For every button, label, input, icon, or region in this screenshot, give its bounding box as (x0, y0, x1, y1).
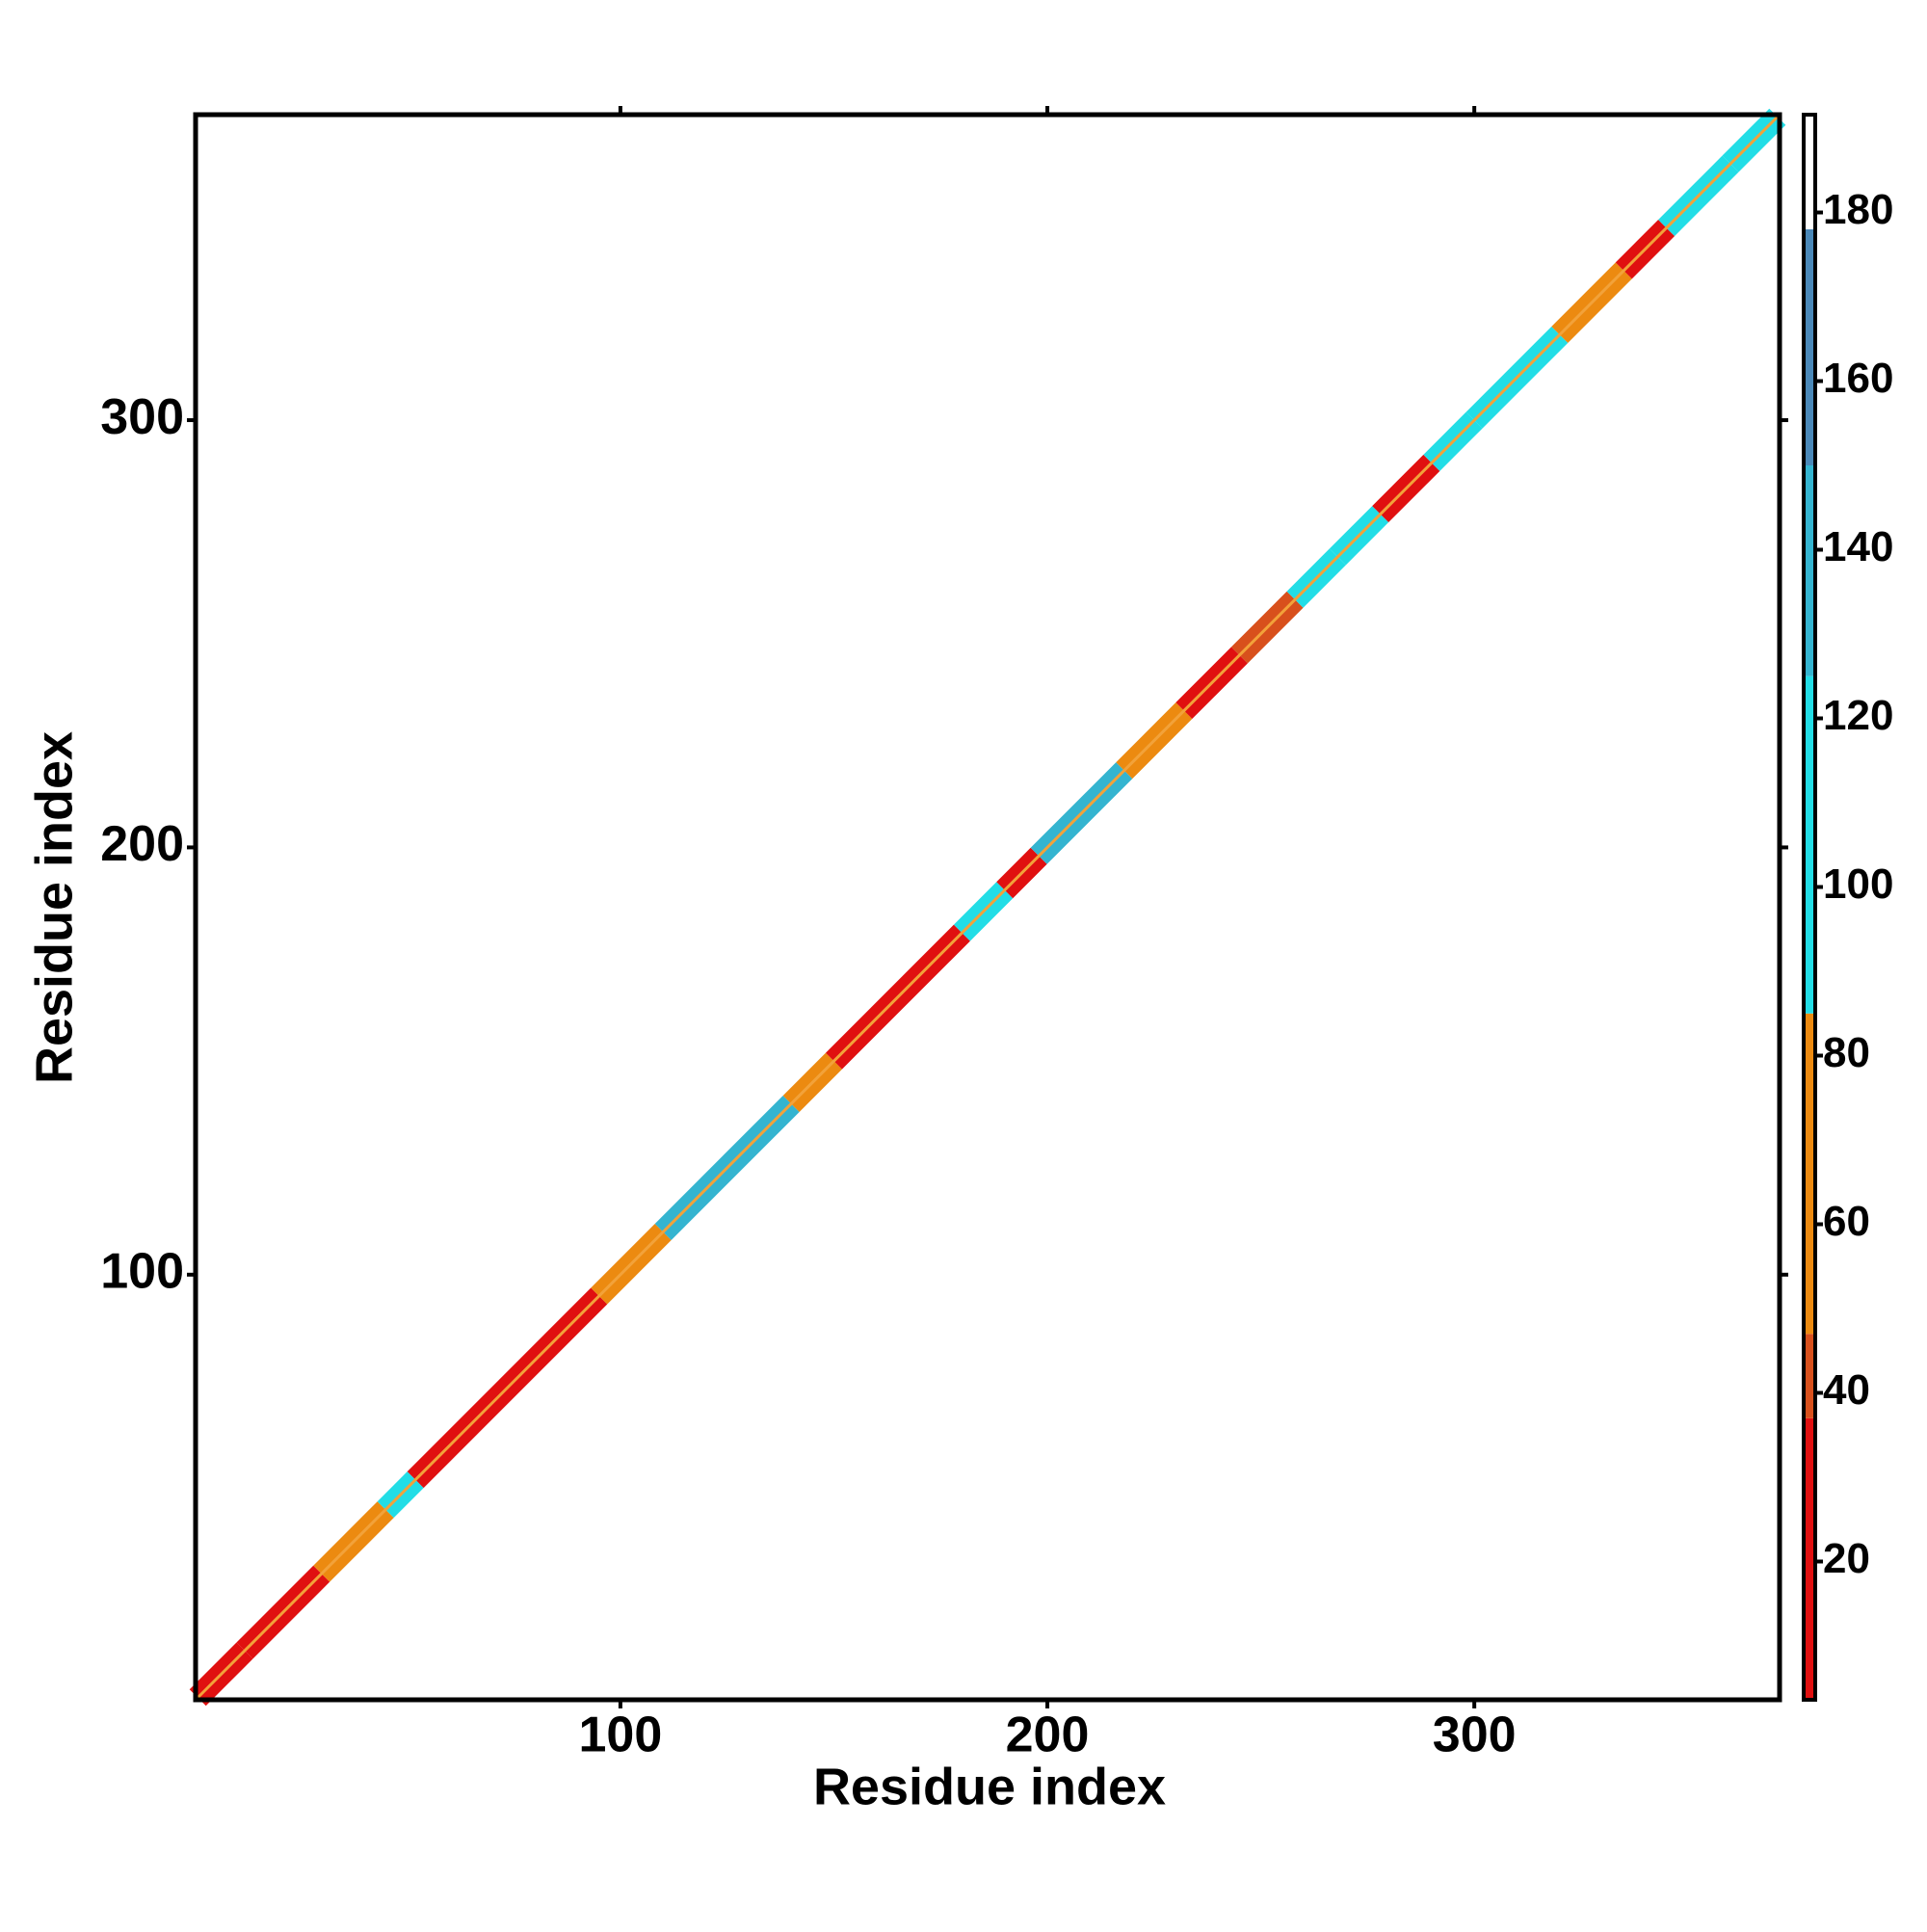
x-tick-label: 300 (1433, 1707, 1517, 1763)
colorbar-tick-label: 100 (1823, 860, 1893, 908)
colorbar-tick-label: 120 (1823, 692, 1893, 739)
diagonal (194, 113, 1782, 1702)
colorbar-tick-label: 20 (1823, 1535, 1870, 1582)
colorbar-segment (1804, 229, 1815, 465)
y-tick-label: 100 (100, 1244, 184, 1300)
colorbar-frame (1802, 113, 1817, 1702)
x-tick-label: 100 (579, 1707, 663, 1763)
y-tick-label: 300 (100, 389, 184, 445)
colorbar-tick-label: 40 (1823, 1366, 1870, 1414)
colorbar-segment (1804, 675, 1815, 1014)
colorbar-segment (1804, 1013, 1815, 1335)
y-tick-label: 200 (100, 816, 184, 872)
colorbar-tick-label: 80 (1823, 1029, 1870, 1076)
colorbar-segment (1804, 115, 1815, 229)
colorbar-tick-label: 140 (1823, 523, 1893, 570)
colorbar-tick-label: 60 (1823, 1198, 1870, 1245)
plot-frame (193, 112, 1782, 1703)
x-axis-title: Residue index (813, 1758, 1166, 1815)
x-tick-label: 200 (1006, 1707, 1090, 1763)
colorbar-segment (1804, 1417, 1815, 1700)
colorbar-tick-label: 180 (1823, 186, 1893, 233)
colorbar-segment (1804, 465, 1815, 676)
colorbar-segment (1804, 1334, 1815, 1418)
y-axis-title: Residue index (25, 731, 83, 1084)
colorbar-tick-label: 160 (1823, 355, 1893, 402)
